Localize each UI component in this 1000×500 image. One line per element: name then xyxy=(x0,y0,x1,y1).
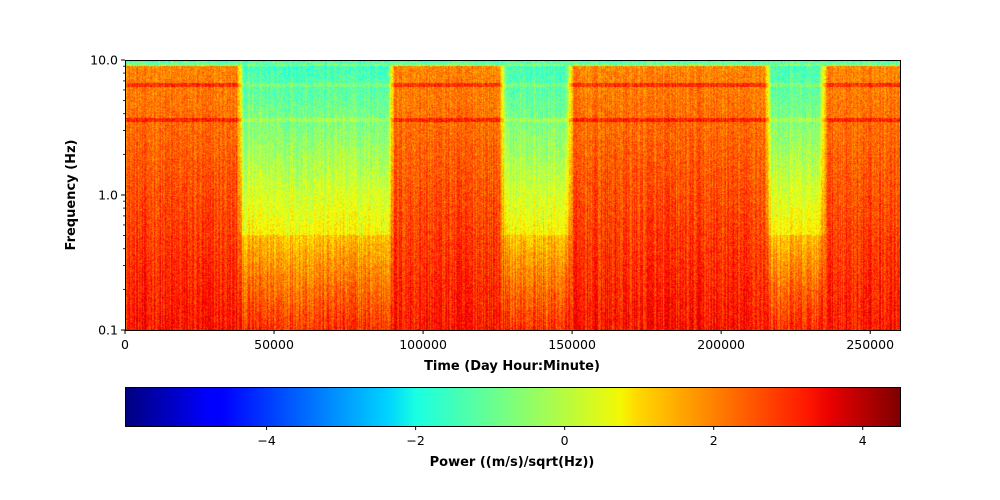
x-tick-label: 50000 xyxy=(254,337,294,352)
colorbar: −4 −2 0 2 4 Power ((m/s)/sqrt(Hz)) xyxy=(125,387,901,470)
x-tick-label: 100000 xyxy=(399,337,447,352)
spectrogram-heatmap xyxy=(125,60,900,330)
colorbar-ticks: −4 −2 0 2 4 xyxy=(257,426,867,448)
colorbar-tick-label: −4 xyxy=(257,433,275,448)
spectrogram-panel: 0 50000 100000 150000 200000 250000 0.1 1.0 10.… xyxy=(64,53,901,374)
x-axis-ticks: 0 50000 100000 150000 200000 250000 xyxy=(121,330,894,352)
y-tick-label: 10.0 xyxy=(90,53,118,68)
x-axis-title: Time (Day Hour:Minute) xyxy=(424,359,600,374)
x-tick-label: 0 xyxy=(121,337,129,352)
y-axis-ticks: 0.1 1.0 10.0 xyxy=(90,53,125,338)
colorbar-tick-label: 0 xyxy=(561,433,569,448)
y-axis-title: Frequency (Hz) xyxy=(64,140,79,251)
y-tick-label: 1.0 xyxy=(98,188,118,203)
colorbar-frame xyxy=(125,387,901,427)
x-tick-label: 200000 xyxy=(697,337,745,352)
colorbar-tick-label: 2 xyxy=(710,433,718,448)
colorbar-tick-label: 4 xyxy=(859,433,867,448)
colorbar-gradient xyxy=(125,387,900,426)
colorbar-tick-label: −2 xyxy=(406,433,424,448)
colorbar-title: Power ((m/s)/sqrt(Hz)) xyxy=(430,455,595,470)
x-tick-label: 150000 xyxy=(548,337,596,352)
x-tick-label: 250000 xyxy=(846,337,894,352)
y-tick-label: 0.1 xyxy=(98,323,118,338)
y-axis-minor-ticks xyxy=(123,65,125,290)
spectrogram-frame xyxy=(125,60,901,331)
